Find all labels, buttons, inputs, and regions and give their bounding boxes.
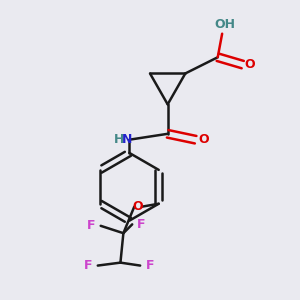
Text: F: F bbox=[146, 259, 154, 272]
Text: N: N bbox=[122, 133, 132, 146]
Text: H: H bbox=[114, 133, 124, 146]
Text: O: O bbox=[245, 58, 255, 71]
Text: O: O bbox=[199, 133, 209, 146]
Text: OH: OH bbox=[214, 18, 236, 32]
Text: F: F bbox=[136, 218, 145, 231]
Text: F: F bbox=[84, 259, 92, 272]
Text: F: F bbox=[87, 219, 95, 232]
Text: O: O bbox=[133, 200, 143, 213]
